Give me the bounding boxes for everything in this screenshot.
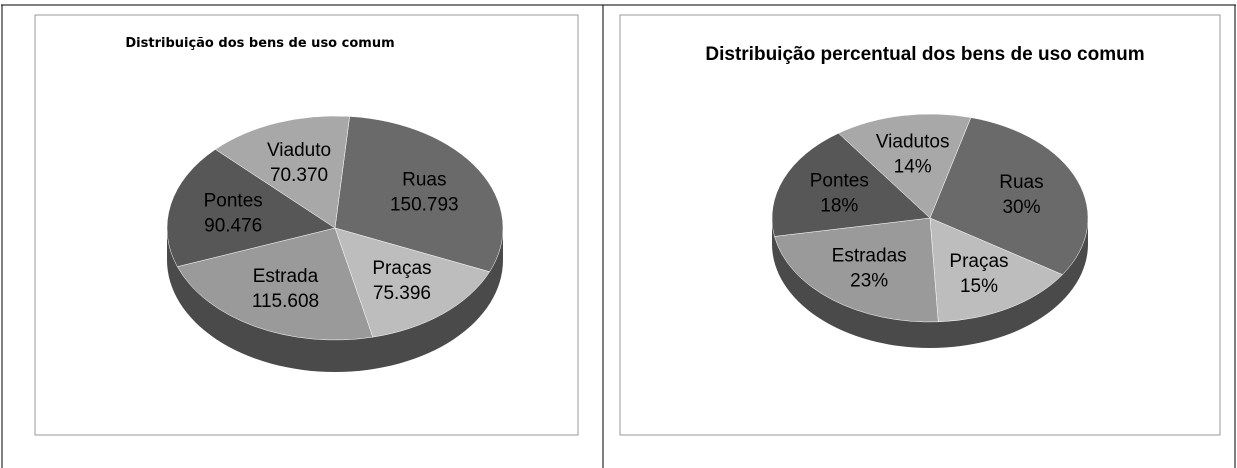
slice-label: Viaduto xyxy=(267,140,331,161)
pie-slice xyxy=(334,227,491,338)
slice-label: Estradas xyxy=(832,246,907,267)
slice-label: Praças xyxy=(372,258,431,279)
chart-title: Distribuição percentual dos bens de uso … xyxy=(705,44,1145,65)
pie-slice xyxy=(774,217,939,323)
slice-value: 18% xyxy=(820,196,858,217)
slice-value: 15% xyxy=(960,276,998,297)
pie-slice xyxy=(929,217,1063,323)
pie-slice xyxy=(334,116,504,273)
pie-slice xyxy=(771,132,931,237)
slice-label: Pontes xyxy=(810,171,869,192)
slice-label: Viadutos xyxy=(876,132,950,153)
chart-frame xyxy=(34,14,579,436)
slice-value: 75.396 xyxy=(373,283,431,304)
slice-value: 23% xyxy=(850,271,888,292)
pie-slice xyxy=(214,115,350,229)
slice-value: 14% xyxy=(894,157,932,178)
slice-label: Ruas xyxy=(999,172,1043,193)
pie-slice xyxy=(176,227,374,341)
slice-value: 115.608 xyxy=(252,291,319,312)
pie-slice xyxy=(838,113,972,219)
pie-slice xyxy=(166,149,336,267)
chart-frame xyxy=(619,14,1221,436)
slice-label: Ruas xyxy=(402,169,446,190)
slice-value: 30% xyxy=(1002,197,1040,218)
slice-label: Estrada xyxy=(253,266,319,287)
slice-value: 150.793 xyxy=(390,194,459,215)
pie-slice xyxy=(929,117,1089,275)
slice-label: Praças xyxy=(949,251,1008,272)
slice-label: Pontes xyxy=(204,190,263,211)
slice-value: 90.476 xyxy=(204,215,262,236)
slice-value: 70.370 xyxy=(270,165,328,186)
chart-title: Distribuição dos bens de uso comum xyxy=(125,36,395,51)
